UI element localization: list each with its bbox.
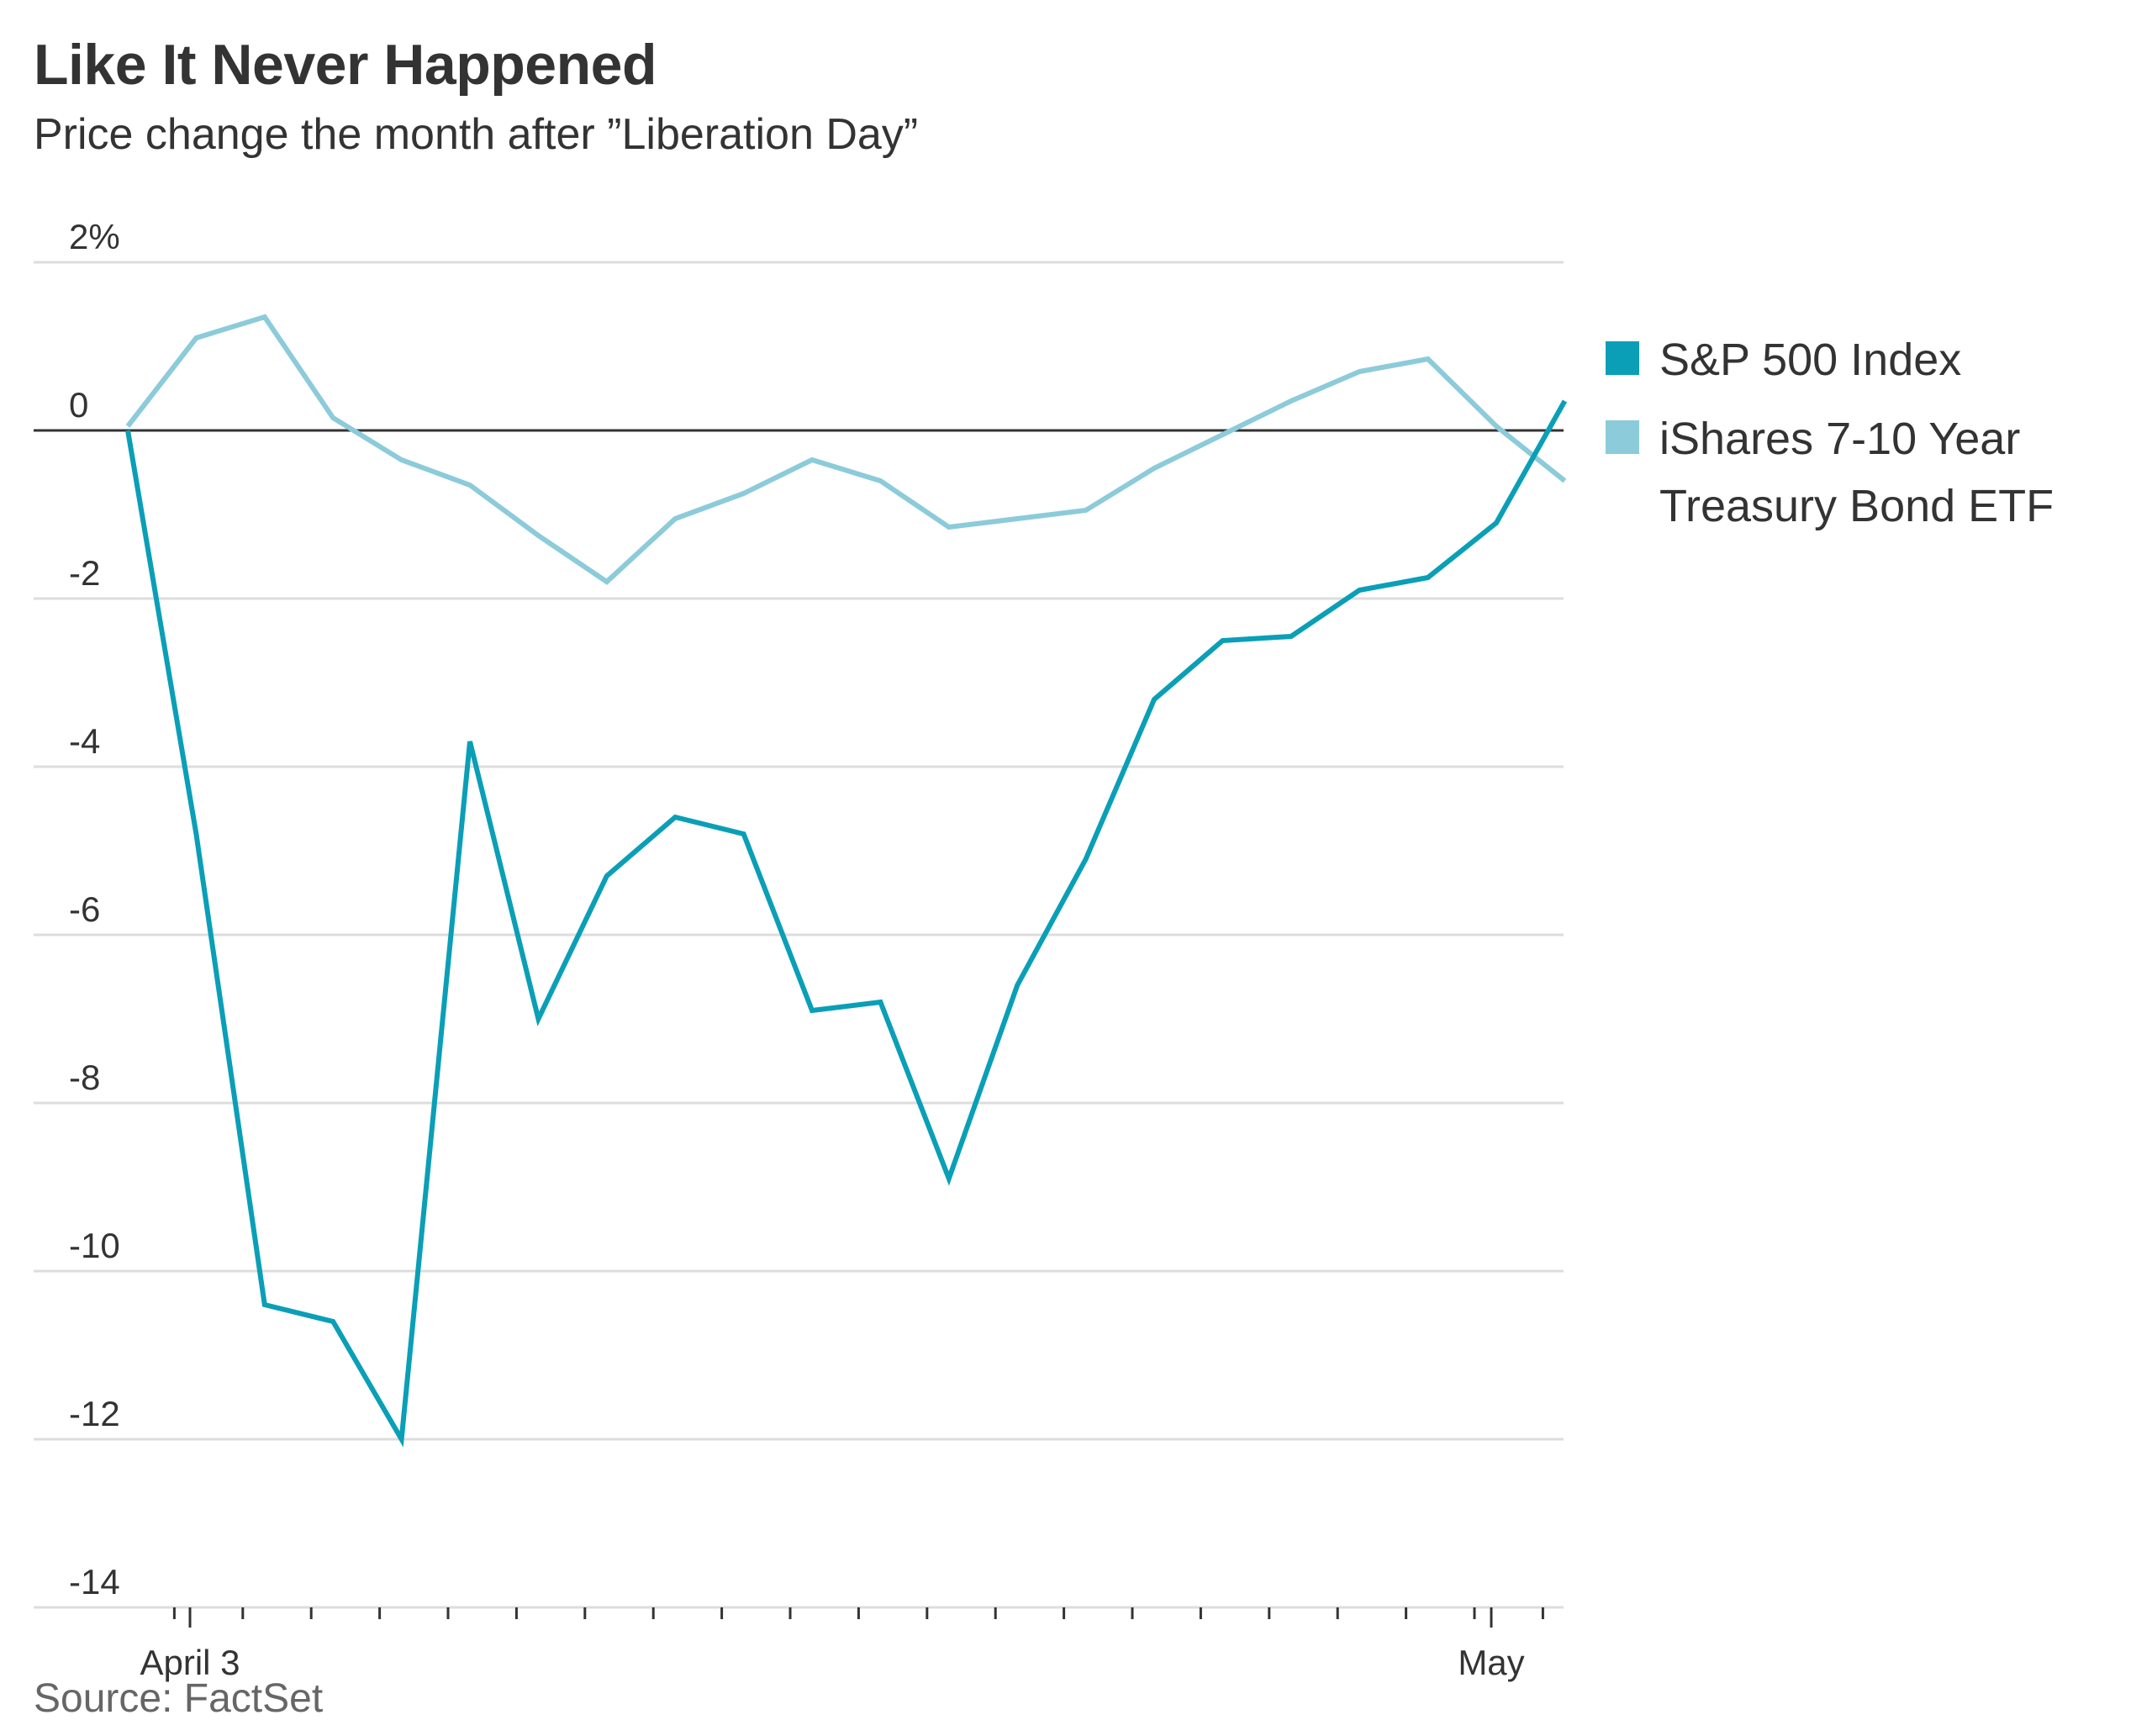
- y-tick-label: -14: [69, 1562, 120, 1601]
- legend-label-treasury: iShares 7-10 Year Treasury Bond ETF: [1659, 414, 2054, 531]
- y-tick-label: -2: [69, 553, 100, 593]
- x-tick-label: May: [1458, 1643, 1524, 1682]
- y-tick-label: -10: [69, 1226, 120, 1265]
- chart-title: Like It Never Happened: [34, 33, 657, 97]
- legend: S&P 500 Index iShares 7-10 Year Treasury…: [1606, 326, 2110, 551]
- legend-swatch-treasury: [1606, 420, 1639, 454]
- x-tick-label: April 3: [140, 1643, 240, 1682]
- y-tick-label: 2%: [69, 217, 120, 256]
- legend-label-sp500: S&P 500 Index: [1659, 335, 1962, 385]
- series-line-sp500: [125, 399, 1568, 1448]
- y-tick-label: -8: [69, 1058, 100, 1097]
- legend-swatch-sp500: [1606, 341, 1639, 375]
- y-tick-label: -12: [69, 1394, 120, 1433]
- y-tick-label: 0: [69, 385, 88, 425]
- y-tick-label: -4: [69, 721, 100, 761]
- legend-item-sp500: S&P 500 Index: [1606, 326, 2110, 393]
- y-tick-label: -6: [69, 889, 100, 929]
- source-note: Source: FactSet: [34, 1676, 324, 1721]
- chart-subtitle: Price change the month after ”Liberation…: [34, 110, 919, 159]
- series-line-treasury: [125, 314, 1567, 585]
- legend-item-treasury: iShares 7-10 Year Treasury Bond ETF: [1606, 405, 2110, 540]
